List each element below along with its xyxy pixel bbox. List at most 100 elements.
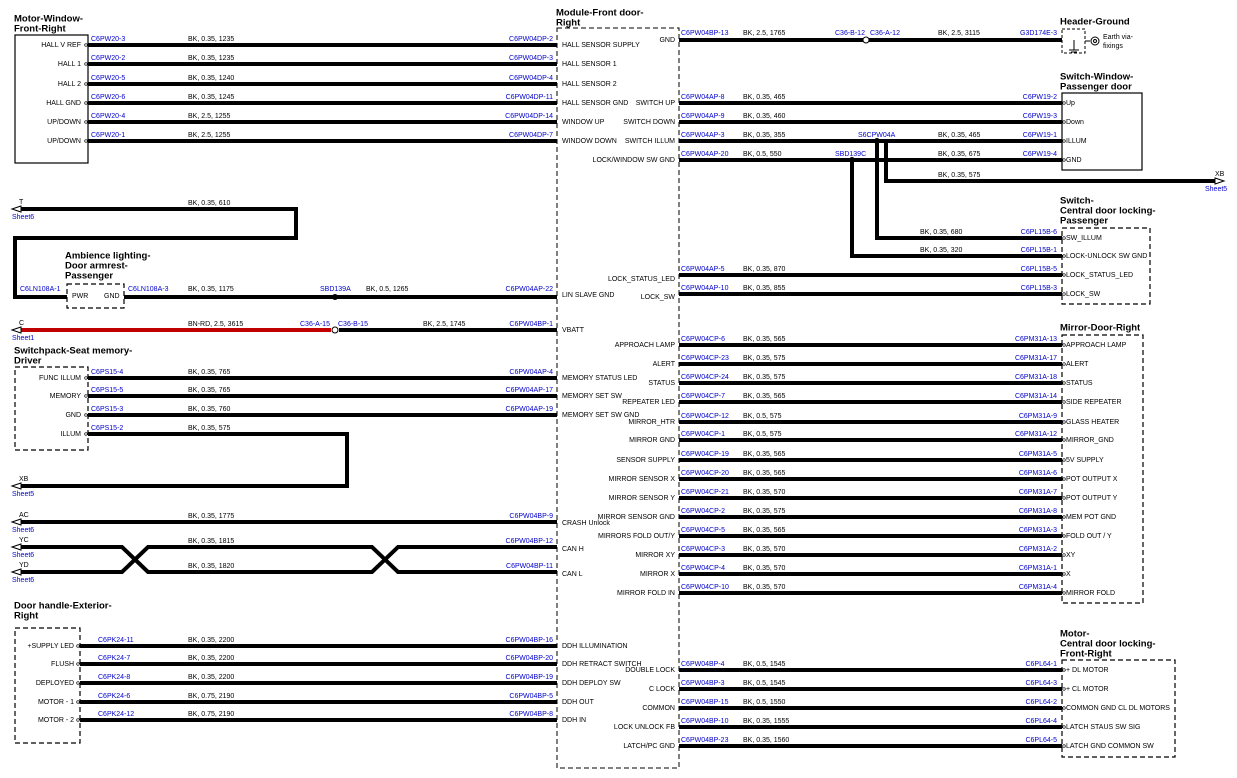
connector-label: C6PW04CP-21 bbox=[681, 489, 729, 496]
pin-terminal bbox=[1062, 343, 1066, 347]
connector-label: C6PL15B-6 bbox=[1021, 229, 1057, 236]
module-box bbox=[556, 27, 680, 769]
connector-label: C6PM31A-5 bbox=[1019, 451, 1057, 458]
pin-terminal bbox=[76, 681, 80, 685]
component-box bbox=[14, 366, 89, 451]
component-pin: GLASS HEATER bbox=[1066, 419, 1119, 426]
wire-spec: BK, 0.75, 2190 bbox=[188, 711, 234, 718]
component-pin: LOCK_STATUS_LED bbox=[1066, 272, 1133, 279]
wire-spec: BK, 0.35, 870 bbox=[743, 266, 786, 273]
component-title: Door handle-Exterior- bbox=[14, 601, 112, 612]
connector-label: C6PW04BP-23 bbox=[681, 737, 729, 744]
connector-label: C6PW04BP-19 bbox=[506, 674, 554, 681]
connector-label: C6PS15-3 bbox=[91, 406, 123, 413]
offsheet-label: T bbox=[19, 199, 24, 206]
connector-label: C6PW04CP-3 bbox=[681, 546, 725, 553]
pin-terminal bbox=[84, 101, 88, 105]
component-title: Front-Right bbox=[1060, 649, 1113, 660]
connector-label: C6PW20-1 bbox=[91, 132, 125, 139]
module-title: Module-Front door- bbox=[556, 8, 644, 19]
splice-dot bbox=[332, 294, 338, 300]
pin-terminal bbox=[76, 662, 80, 666]
module-pin: LIN SLAVE GND bbox=[562, 292, 614, 299]
pin-terminal bbox=[76, 644, 80, 648]
component-title: Passenger bbox=[1060, 216, 1108, 227]
wire-spec: BK, 0.35, 1815 bbox=[188, 538, 234, 545]
connector-label: C6LN108A-3 bbox=[128, 286, 169, 293]
connector-label: C6PW04BP-11 bbox=[506, 563, 553, 570]
connector-label: C6PS15-2 bbox=[91, 425, 123, 432]
connector-label: C6PW04BP-16 bbox=[506, 637, 554, 644]
module-pin: LOCK_SW bbox=[641, 294, 676, 301]
connector-label: C6PM31A-1 bbox=[1019, 565, 1057, 572]
connector-splice bbox=[862, 36, 870, 44]
connector-label: C6PM31A-13 bbox=[1015, 336, 1057, 343]
wire-spec: BK, 2.5, 3115 bbox=[938, 30, 980, 37]
component-pin: X bbox=[1066, 571, 1071, 578]
connector-splice bbox=[331, 326, 339, 334]
pin-terminal bbox=[1062, 420, 1066, 424]
component-pin: 5V SUPPLY bbox=[1066, 457, 1104, 464]
pin-terminal bbox=[1062, 400, 1066, 404]
wire-spec: BK, 0.35, 570 bbox=[743, 489, 786, 496]
module-pin: CAN H bbox=[562, 546, 584, 553]
component-pin: STATUS bbox=[1066, 380, 1093, 387]
wire-spec: BK, 0.35, 320 bbox=[920, 247, 963, 254]
module-pin: MEMORY STATUS LED bbox=[562, 375, 637, 382]
wire-spec: BK, 2.5, 1745 bbox=[423, 321, 466, 328]
connector-label: C6PW20-4 bbox=[91, 113, 125, 120]
connector-label: C6PW04CP-7 bbox=[681, 393, 725, 400]
connector-label: C6PL64-1 bbox=[1025, 661, 1057, 668]
module-pin: SWITCH DOWN bbox=[623, 119, 675, 126]
wire-spec: BK, 0.35, 565 bbox=[743, 336, 786, 343]
pin-terminal bbox=[1062, 553, 1066, 557]
component-title: Header-Ground bbox=[1060, 17, 1130, 28]
component-title: Central door locking- bbox=[1060, 639, 1156, 650]
connector-label: C6PM31A-9 bbox=[1019, 413, 1057, 420]
component-pin: DEPLOYED bbox=[36, 680, 74, 687]
connector-label: G3D174E-3 bbox=[1020, 30, 1057, 37]
pin-terminal bbox=[1062, 534, 1066, 538]
module-pin: SENSOR SUPPLY bbox=[616, 457, 675, 464]
connector-label: C6PW04DP-2 bbox=[509, 36, 553, 43]
connector-label: C6PW19-4 bbox=[1023, 151, 1057, 158]
connector-label: C36-A-15 bbox=[300, 321, 330, 328]
wire-spec: BK, 0.35, 680 bbox=[920, 229, 963, 236]
module-pin: SWITCH UP bbox=[636, 100, 676, 107]
connector-label: C6PW04CP-1 bbox=[681, 431, 725, 438]
module-pin: DDH RETRACT SWITCH bbox=[562, 661, 642, 668]
module-pin: LATCH/PC GND bbox=[623, 743, 675, 750]
wire-spec: BK, 0.35, 565 bbox=[743, 527, 786, 534]
connector-label: C6PW04CP-19 bbox=[681, 451, 729, 458]
pin-terminal bbox=[84, 413, 88, 417]
module-pin: DDH IN bbox=[562, 717, 586, 724]
component-pin: HALL V REF bbox=[41, 42, 81, 49]
wire-spec: BK, 0.5, 1545 bbox=[743, 680, 786, 687]
wire-spec: BK, 0.35, 565 bbox=[743, 393, 786, 400]
pin-terminal bbox=[1062, 668, 1066, 672]
offsheet-label: YD bbox=[19, 562, 29, 569]
pin-terminal bbox=[84, 43, 88, 47]
component-pin: PWR bbox=[72, 293, 88, 300]
pin-terminal bbox=[1062, 254, 1066, 258]
connector-label: C6PW19-2 bbox=[1023, 94, 1057, 101]
component-pin: Up bbox=[1066, 100, 1075, 107]
module-pin: APPROACH LAMP bbox=[615, 342, 676, 349]
component-title: Driver bbox=[14, 356, 42, 367]
connector-label: C6PM31A-8 bbox=[1019, 508, 1057, 515]
offsheet-sheet: Sheet1 bbox=[12, 335, 34, 342]
wire-spec: BK, 0.35, 1820 bbox=[188, 563, 234, 570]
wire bbox=[850, 160, 1062, 258]
component-title: Switch- bbox=[1060, 196, 1094, 207]
component-pin: LOCK-UNLOCK SW GND bbox=[1066, 253, 1147, 260]
component-pin: ALERT bbox=[1066, 361, 1089, 368]
wire-spec: BK, 0.35, 760 bbox=[188, 406, 231, 413]
wire-spec: BK, 0.35, 1245 bbox=[188, 94, 234, 101]
connector-label: C6PL15B-1 bbox=[1021, 247, 1057, 254]
wire-spec: BK, 0.35, 575 bbox=[938, 172, 981, 179]
wire bbox=[884, 141, 1220, 183]
module-pin: CRASH Unlock bbox=[562, 520, 610, 527]
connector-label: C6PS15-5 bbox=[91, 387, 123, 394]
pin-terminal bbox=[84, 394, 88, 398]
